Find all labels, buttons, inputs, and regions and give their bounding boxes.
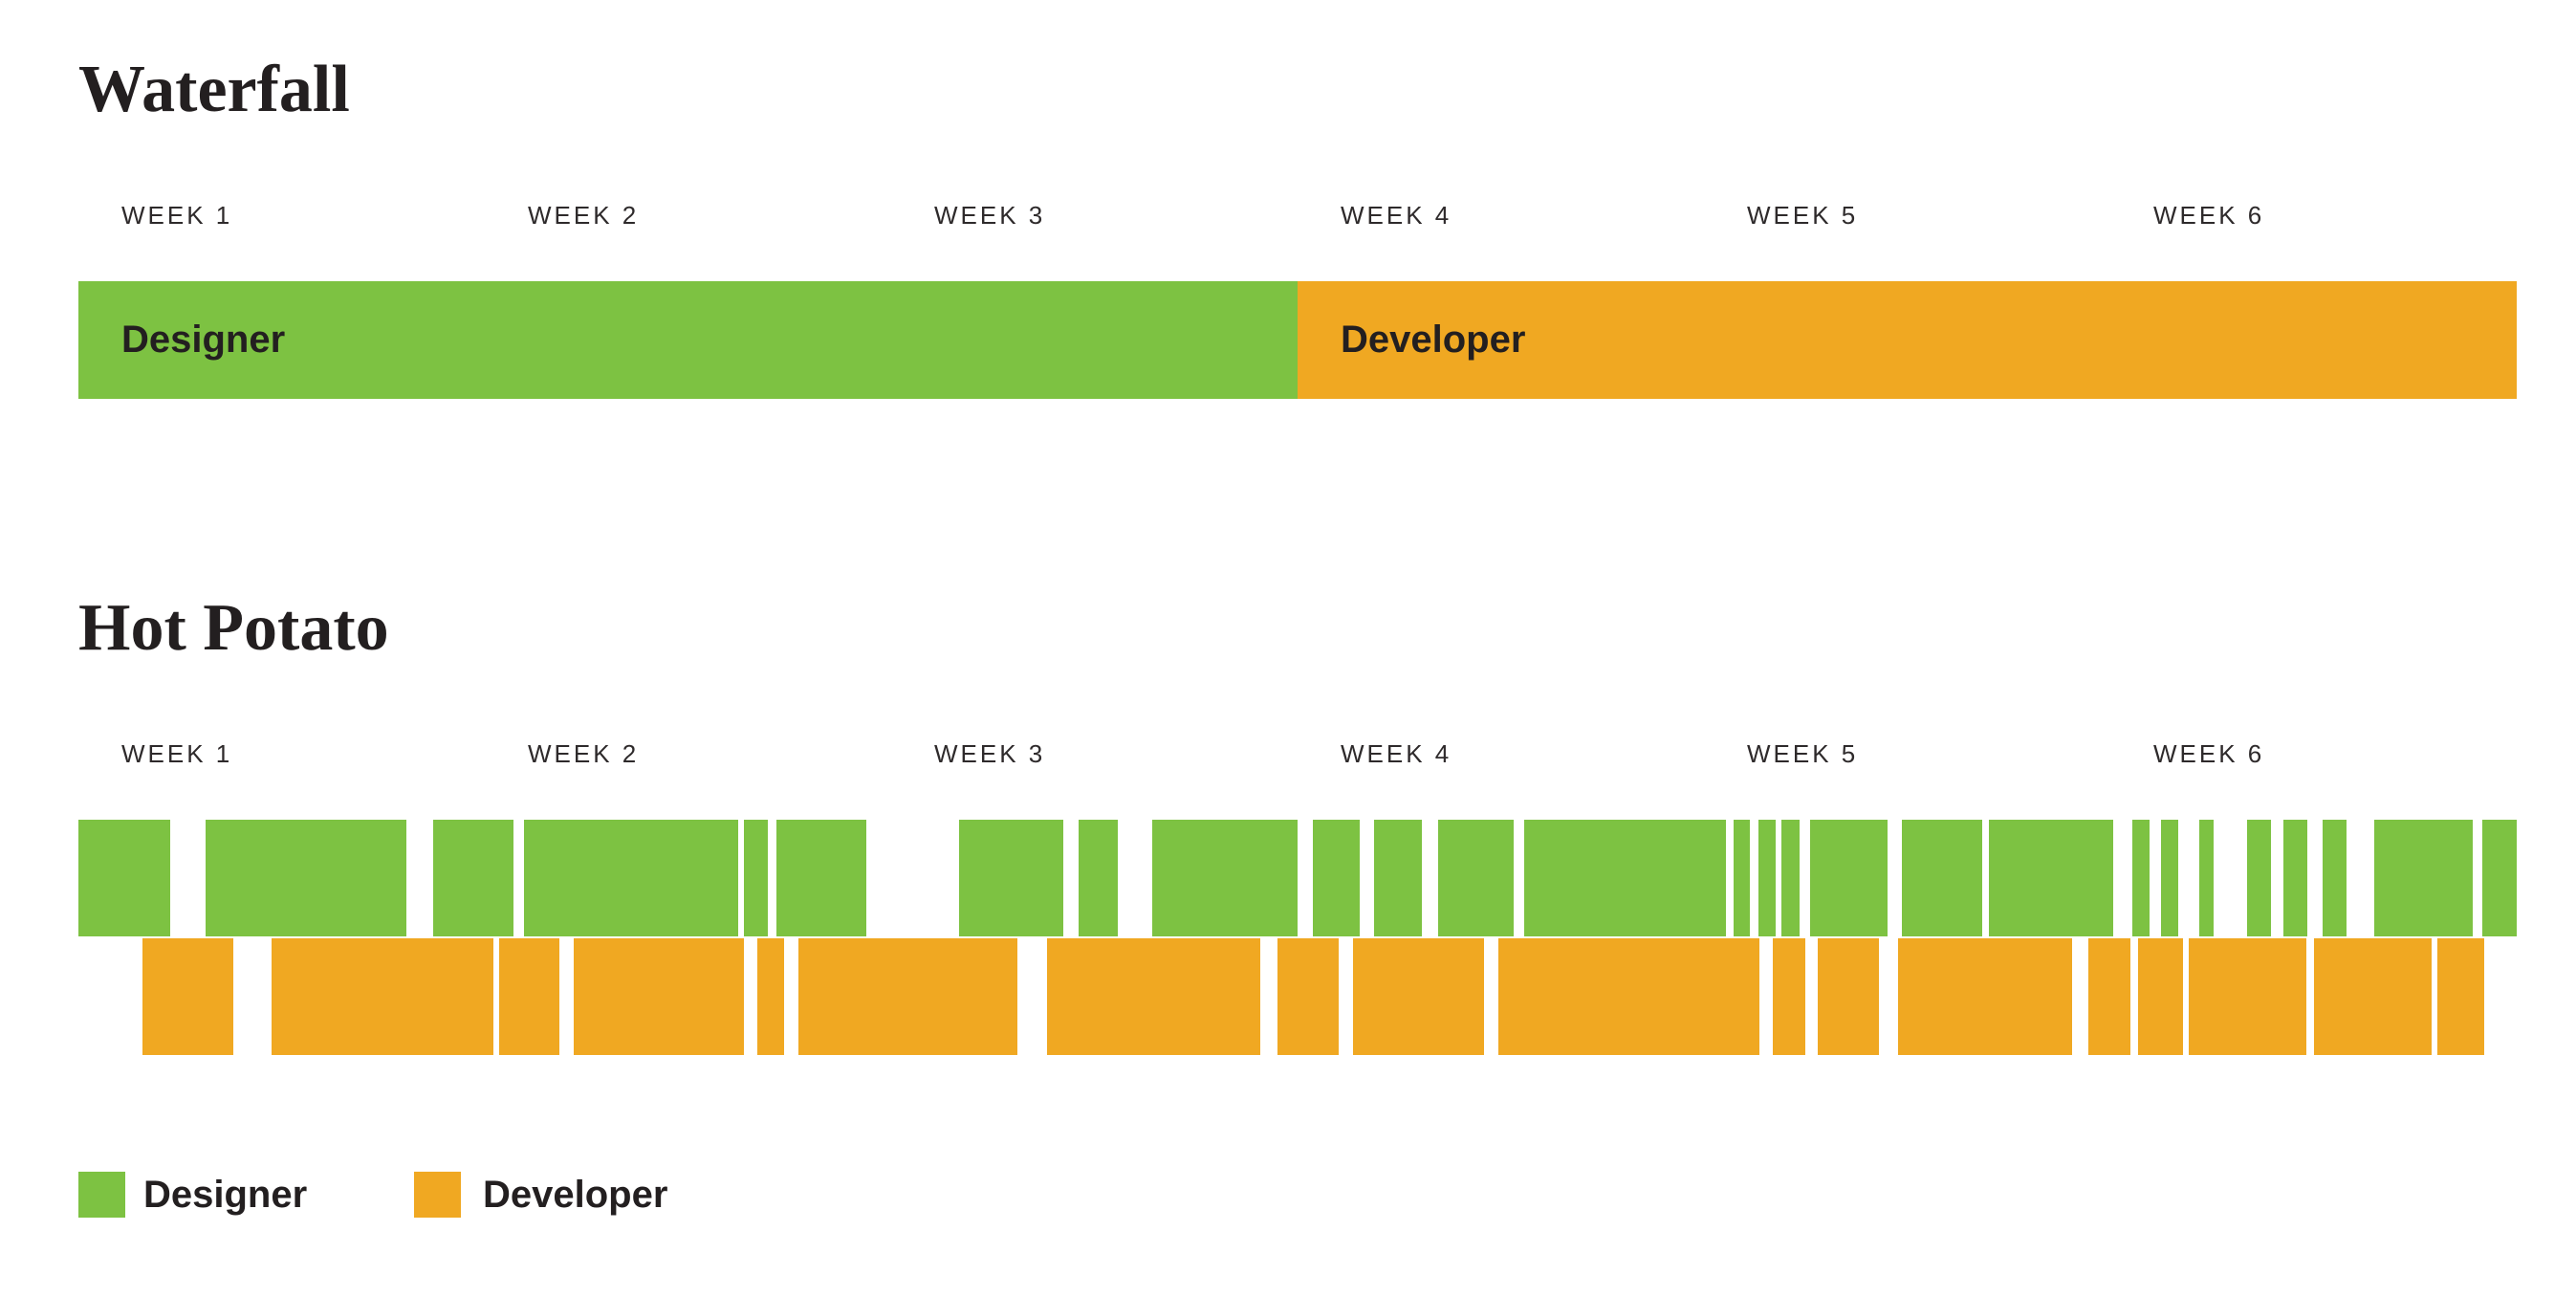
developer-segment [1772, 938, 1805, 1055]
designer-segment [1988, 820, 2113, 936]
waterfall-title: Waterfall [78, 53, 350, 126]
designer-legend-label: Designer [143, 1174, 308, 1216]
week-label-3: WEEK 3 [933, 201, 1046, 230]
developer-segment [798, 938, 1018, 1055]
designer-segment [958, 820, 1064, 936]
designer-segment [1809, 820, 1888, 936]
designer-segment [2373, 820, 2474, 936]
developer-segment [498, 938, 559, 1055]
designer-segment [2161, 820, 2178, 936]
developer-segment [142, 938, 233, 1055]
designer-segment [2199, 820, 2214, 936]
designer-segment [2481, 820, 2517, 936]
developer-segment [2314, 938, 2433, 1055]
designer-segment [744, 820, 768, 936]
week-label-6: WEEK 6 [2153, 201, 2265, 230]
designer-legend-swatch [78, 1172, 125, 1218]
waterfall-bar: Designer Developer [78, 281, 2517, 399]
designer-segment [1151, 820, 1298, 936]
developer-segment: Developer [1298, 281, 2517, 399]
developer-segment [1898, 938, 2073, 1055]
designer-segment [1734, 820, 1750, 936]
designer-segment [1078, 820, 1119, 936]
developer-segment [1352, 938, 1485, 1055]
week-label-2: WEEK 2 [527, 201, 640, 230]
developer-segment [2189, 938, 2306, 1055]
week-label-4: WEEK 4 [1341, 201, 1452, 230]
designer-segment [206, 820, 406, 936]
designer-segment [1524, 820, 1726, 936]
developer-bar-label: Developer [1341, 319, 1526, 361]
hot-potato-week-axis: WEEK 1 WEEK 2 WEEK 3 WEEK 4 WEEK 5 WEEK 6 [78, 739, 2517, 768]
hot-potato-designer-row [78, 820, 2517, 936]
designer-segment [1438, 820, 1515, 936]
developer-segment [2088, 938, 2130, 1055]
designer-segment [1373, 820, 1423, 936]
legend: Designer Developer [0, 1172, 2576, 1218]
week-label-5: WEEK 5 [1746, 201, 1859, 230]
week-label-4: WEEK 4 [1341, 739, 1452, 768]
designer-segment [2322, 820, 2347, 936]
developer-segment [574, 938, 745, 1055]
week-label-1: WEEK 1 [121, 739, 233, 768]
designer-segment [1757, 820, 1776, 936]
week-label-6: WEEK 6 [2153, 739, 2265, 768]
week-label-2: WEEK 2 [527, 739, 640, 768]
designer-segment [1781, 820, 1800, 936]
developer-segment [271, 938, 493, 1055]
developer-segment [1497, 938, 1759, 1055]
designer-segment [776, 820, 867, 936]
developer-segment [1047, 938, 1260, 1055]
developer-legend-swatch [414, 1172, 461, 1218]
designer-segment [2283, 820, 2308, 936]
week-label-3: WEEK 3 [933, 739, 1046, 768]
developer-legend-label: Developer [483, 1174, 668, 1216]
developer-segment [1818, 938, 1880, 1055]
designer-segment [433, 820, 514, 936]
designer-bar-label: Designer [121, 319, 286, 361]
hot-potato-title: Hot Potato [78, 591, 389, 665]
designer-segment [523, 820, 739, 936]
designer-segment [78, 820, 171, 936]
hot-potato-developer-row [78, 938, 2517, 1055]
designer-segment [2246, 820, 2271, 936]
week-label-1: WEEK 1 [121, 201, 233, 230]
designer-segment: Designer [78, 281, 1298, 399]
designer-segment [1901, 820, 1983, 936]
developer-segment [1277, 938, 1339, 1055]
designer-segment [2131, 820, 2150, 936]
developer-segment [2436, 938, 2484, 1055]
developer-segment [2137, 938, 2184, 1055]
waterfall-week-axis: WEEK 1 WEEK 2 WEEK 3 WEEK 4 WEEK 5 WEEK 6 [78, 201, 2517, 230]
developer-segment [757, 938, 784, 1055]
week-label-5: WEEK 5 [1746, 739, 1859, 768]
designer-segment [1313, 820, 1361, 936]
